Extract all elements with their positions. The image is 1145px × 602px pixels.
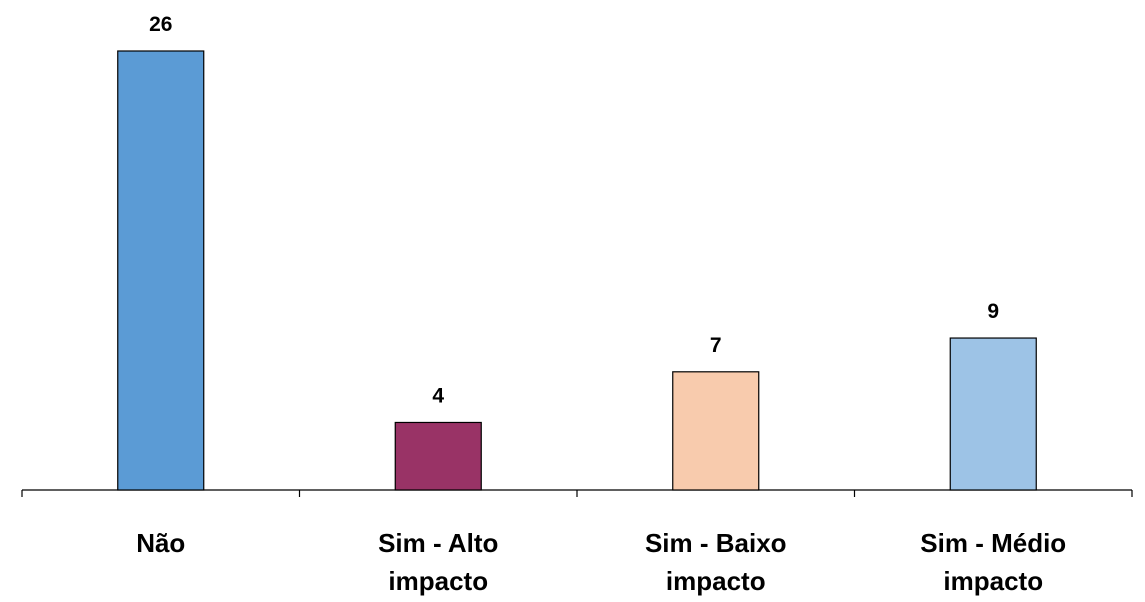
- bar: [949, 337, 1037, 491]
- value-label: 9: [987, 300, 999, 323]
- value-label: 7: [710, 334, 722, 357]
- x-tick-label: Sim - Baixo impacto: [644, 528, 787, 596]
- value-label: 4: [432, 384, 444, 407]
- x-tick-label: Não: [136, 528, 186, 558]
- value-label: 26: [149, 13, 172, 36]
- x-tick-label: Sim - Médio impacto: [920, 528, 1067, 596]
- bar: [117, 50, 205, 491]
- x-tick-label: Sim - Alto impacto: [378, 528, 499, 596]
- bar: [394, 421, 482, 491]
- bar: [672, 371, 760, 491]
